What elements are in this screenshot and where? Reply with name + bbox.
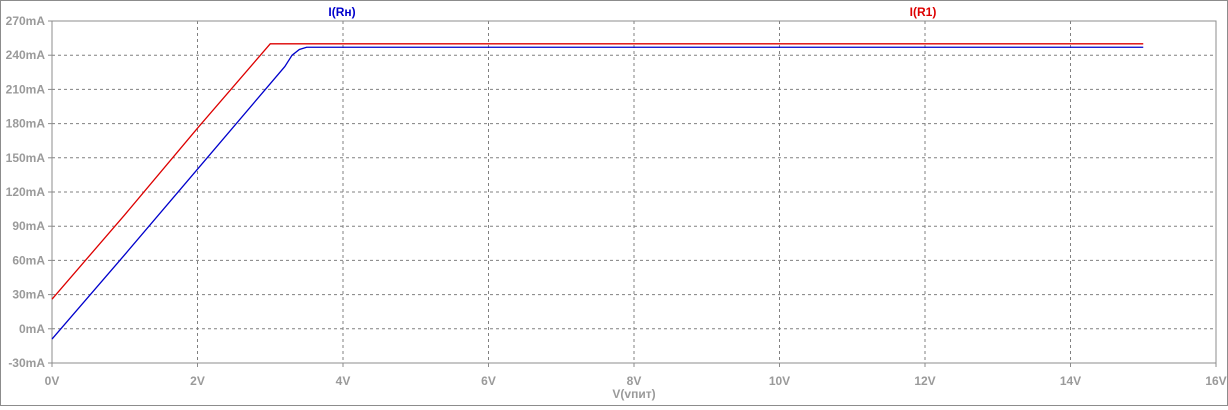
- y-tick-label: 180mA: [6, 117, 46, 131]
- x-tick-label: 4V: [336, 374, 351, 388]
- x-tick-label: 8V: [627, 374, 642, 388]
- x-tick-label: 16V: [1205, 374, 1226, 388]
- y-tick-label: 60mA: [12, 253, 45, 267]
- y-tick-label: 270mA: [6, 14, 46, 28]
- x-tick-label: 12V: [914, 374, 935, 388]
- series-line: [51, 43, 1144, 300]
- tick-labels: 0V 2V 4V 6V 8V 10V 12V 14V 16V -30mA 0mA 30mA 60mA 90…: [6, 14, 1227, 388]
- series-line: [51, 46, 1144, 340]
- y-tick-label: -30mA: [8, 356, 45, 370]
- series-layer: [51, 43, 1144, 340]
- x-tick-label: 10V: [769, 374, 790, 388]
- y-tick-label: 210mA: [6, 82, 46, 96]
- x-tick-label: 2V: [190, 374, 205, 388]
- y-tick-label: 150mA: [6, 151, 46, 165]
- y-tick-label: 120mA: [6, 185, 46, 199]
- y-tick-label: 30mA: [12, 288, 45, 302]
- x-tick-label: 6V: [481, 374, 496, 388]
- grid: [52, 21, 1216, 363]
- y-tick-label: 0mA: [19, 322, 45, 336]
- legend-entry[interactable]: I(R1): [910, 5, 937, 19]
- x-axis-title: V(vпит): [612, 387, 655, 401]
- x-tick-label: 14V: [1060, 374, 1081, 388]
- y-tick-label: 240mA: [6, 48, 46, 62]
- y-tick-label: 90mA: [12, 219, 45, 233]
- x-tick-label: 0V: [45, 374, 60, 388]
- legend: I(Rн) I(R1): [328, 5, 936, 19]
- legend-entry[interactable]: I(Rн): [328, 5, 355, 19]
